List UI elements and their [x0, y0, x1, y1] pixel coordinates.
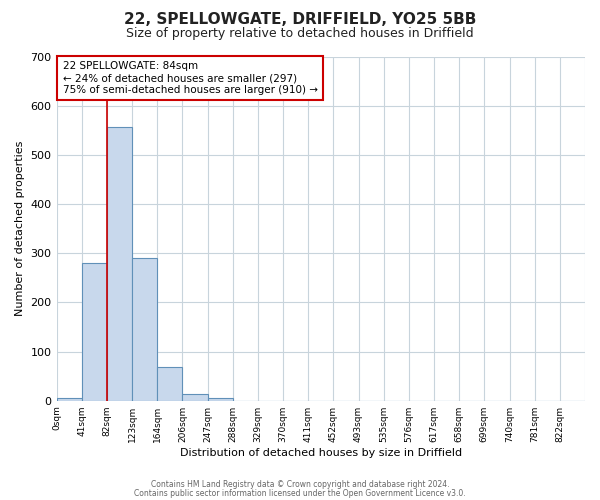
- Text: 22 SPELLOWGATE: 84sqm
← 24% of detached houses are smaller (297)
75% of semi-det: 22 SPELLOWGATE: 84sqm ← 24% of detached …: [62, 62, 317, 94]
- Y-axis label: Number of detached properties: Number of detached properties: [15, 141, 25, 316]
- Bar: [56, 398, 82, 400]
- X-axis label: Distribution of detached houses by size in Driffield: Distribution of detached houses by size …: [180, 448, 462, 458]
- Text: Contains public sector information licensed under the Open Government Licence v3: Contains public sector information licen…: [134, 488, 466, 498]
- Bar: [107, 127, 132, 400]
- Text: Size of property relative to detached houses in Driffield: Size of property relative to detached ho…: [126, 28, 474, 40]
- Bar: [157, 368, 182, 400]
- Bar: [82, 263, 107, 400]
- Bar: [132, 258, 157, 400]
- Text: Contains HM Land Registry data © Crown copyright and database right 2024.: Contains HM Land Registry data © Crown c…: [151, 480, 449, 489]
- Text: 22, SPELLOWGATE, DRIFFIELD, YO25 5BB: 22, SPELLOWGATE, DRIFFIELD, YO25 5BB: [124, 12, 476, 28]
- Bar: [182, 394, 208, 400]
- Bar: [208, 398, 233, 400]
